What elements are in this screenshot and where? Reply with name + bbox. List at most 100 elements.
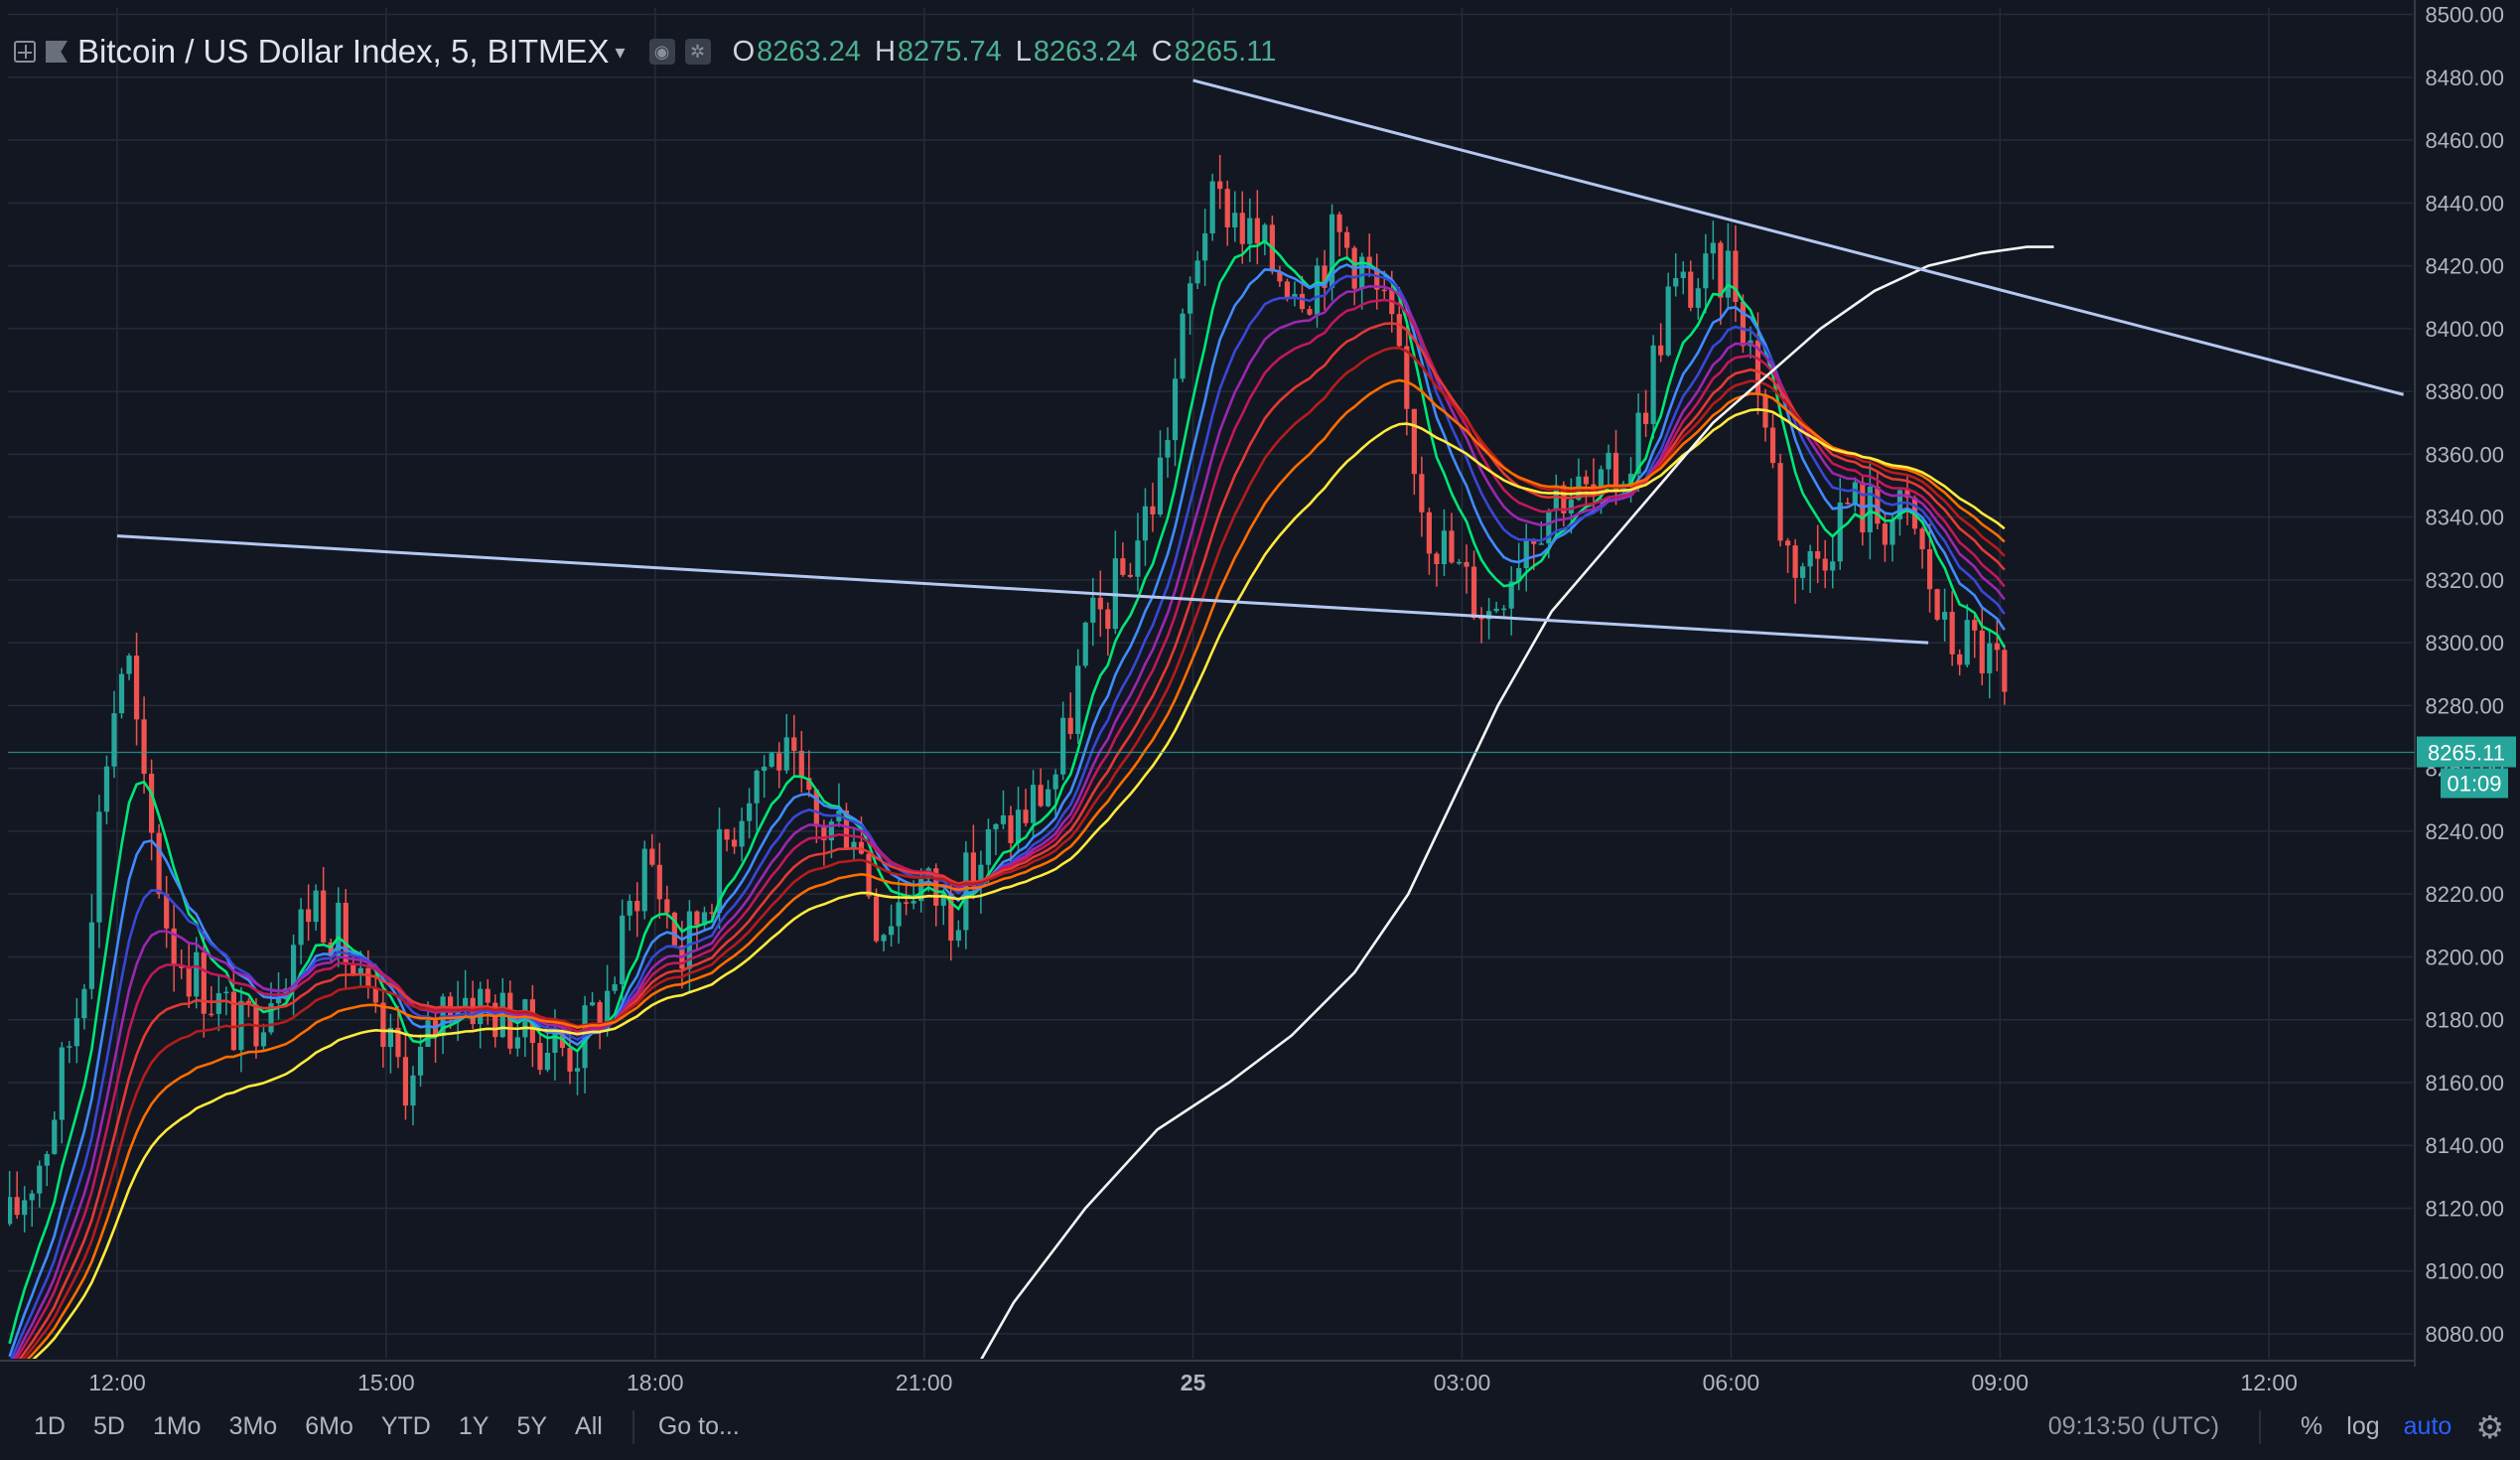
candle-body [1456, 561, 1463, 564]
candle-body [1008, 814, 1014, 843]
candle-body [1329, 214, 1335, 288]
candle-body [1949, 612, 1955, 655]
candle-body [1919, 528, 1925, 550]
candle-body [103, 766, 110, 812]
x-tick-label: 06:00 [1703, 1370, 1760, 1395]
candle-body [1627, 473, 1634, 485]
candle-body [1052, 774, 1058, 790]
candle-body [1725, 250, 1731, 298]
ma200-line [980, 245, 2054, 1359]
candle-body [275, 999, 282, 1004]
y-tick-label: 8080.00 [2425, 1322, 2504, 1347]
candle-body [664, 899, 670, 913]
visibility-eye-icon[interactable]: ◉ [648, 39, 675, 65]
range-1y[interactable]: 1Y [458, 1412, 490, 1440]
candle-body [1396, 314, 1402, 347]
gear-icon[interactable]: ⚙ [2475, 1408, 2504, 1445]
ema-line-12 [8, 263, 2006, 1358]
candle-body [1612, 452, 1619, 491]
range-1mo[interactable]: 1Mo [152, 1412, 202, 1440]
trendline-1 [116, 534, 1929, 645]
candle-body [298, 909, 304, 946]
log-scale-toggle[interactable]: log [2346, 1412, 2380, 1440]
candle-body [1800, 566, 1806, 578]
candle-body [268, 1003, 274, 1033]
candle-body [350, 964, 356, 974]
candle-body [73, 1018, 79, 1047]
candle-body [2002, 650, 2008, 692]
candle-body [1807, 551, 1813, 567]
expand-icon[interactable] [14, 41, 36, 63]
goto-button[interactable]: Go to... [657, 1412, 740, 1440]
toolbar-divider [2259, 1409, 2262, 1444]
candle-body [1896, 490, 1903, 519]
settings-gear-icon[interactable]: ✲ [684, 39, 711, 65]
candle-body [1957, 654, 1963, 665]
candle-body [1643, 412, 1649, 425]
candle-body [343, 902, 349, 965]
candle-body [1292, 293, 1298, 299]
candle-body [1172, 378, 1179, 441]
candle-body [149, 774, 155, 833]
price-axis-bg [2415, 0, 2520, 1367]
y-tick-label: 8380.00 [2425, 379, 2504, 404]
candle-body [1105, 609, 1111, 630]
candle-body [118, 673, 125, 714]
range-6mo[interactable]: 6Mo [305, 1412, 353, 1440]
symbol-title[interactable]: Bitcoin / US Dollar Index, 5, BITMEX [77, 33, 610, 70]
candle-body [1202, 232, 1208, 261]
candle-body [1508, 581, 1514, 609]
y-tick-label: 8140.00 [2425, 1133, 2504, 1158]
candle-body [1606, 452, 1611, 470]
range-5d[interactable]: 5D [92, 1412, 125, 1440]
percent-scale-toggle[interactable]: % [2301, 1412, 2323, 1440]
range-1d[interactable]: 1D [34, 1412, 66, 1440]
candle-body [1419, 474, 1425, 512]
y-tick-label: 8500.00 [2425, 3, 2504, 28]
candle-body [1979, 630, 1985, 673]
candle-body [1434, 553, 1440, 565]
countdown-tag [2441, 768, 2508, 799]
toolbar-divider [631, 1409, 634, 1444]
utc-clock[interactable]: 09:13:50 (UTC) [2047, 1412, 2220, 1440]
candle-body [186, 967, 192, 997]
candle-body [552, 1032, 558, 1053]
candle-body [1680, 271, 1686, 278]
candle-body [783, 737, 789, 771]
y-tick-label: 8180.00 [2425, 1008, 2504, 1033]
candle-body [716, 828, 723, 914]
candle-body [671, 912, 677, 946]
candle-body [1568, 500, 1574, 513]
candle-body [29, 1193, 35, 1201]
candle-body [1314, 265, 1321, 315]
candle-body [410, 1075, 416, 1106]
candle-body [22, 1200, 28, 1216]
candle-body [1046, 789, 1051, 806]
candle-body [627, 900, 632, 916]
auto-scale-toggle[interactable]: auto [2403, 1412, 2452, 1440]
candle-body [44, 1153, 50, 1166]
candle-body [1695, 288, 1701, 308]
ema-line-16 [10, 272, 2006, 1359]
range-all[interactable]: All [575, 1412, 603, 1440]
chevron-down-icon[interactable]: ▾ [615, 41, 626, 64]
candle-body [896, 902, 902, 927]
candle-body [1135, 540, 1141, 577]
candle-body [589, 1002, 596, 1006]
x-tick-label: 03:00 [1434, 1370, 1491, 1395]
y-tick-label: 8440.00 [2425, 191, 2504, 216]
candle-body [1262, 224, 1268, 244]
candle-body [851, 841, 857, 848]
range-5y[interactable]: 5Y [516, 1412, 548, 1440]
candle-body [1426, 511, 1432, 554]
candle-body [111, 713, 117, 767]
candle-body [1239, 213, 1245, 244]
candle-body [776, 753, 782, 771]
candle-body [940, 893, 946, 906]
close-label: C [1151, 35, 1173, 68]
range-ytd[interactable]: YTD [380, 1412, 431, 1440]
range-3mo[interactable]: 3Mo [228, 1412, 278, 1440]
ema-line-36 [22, 346, 2006, 1359]
